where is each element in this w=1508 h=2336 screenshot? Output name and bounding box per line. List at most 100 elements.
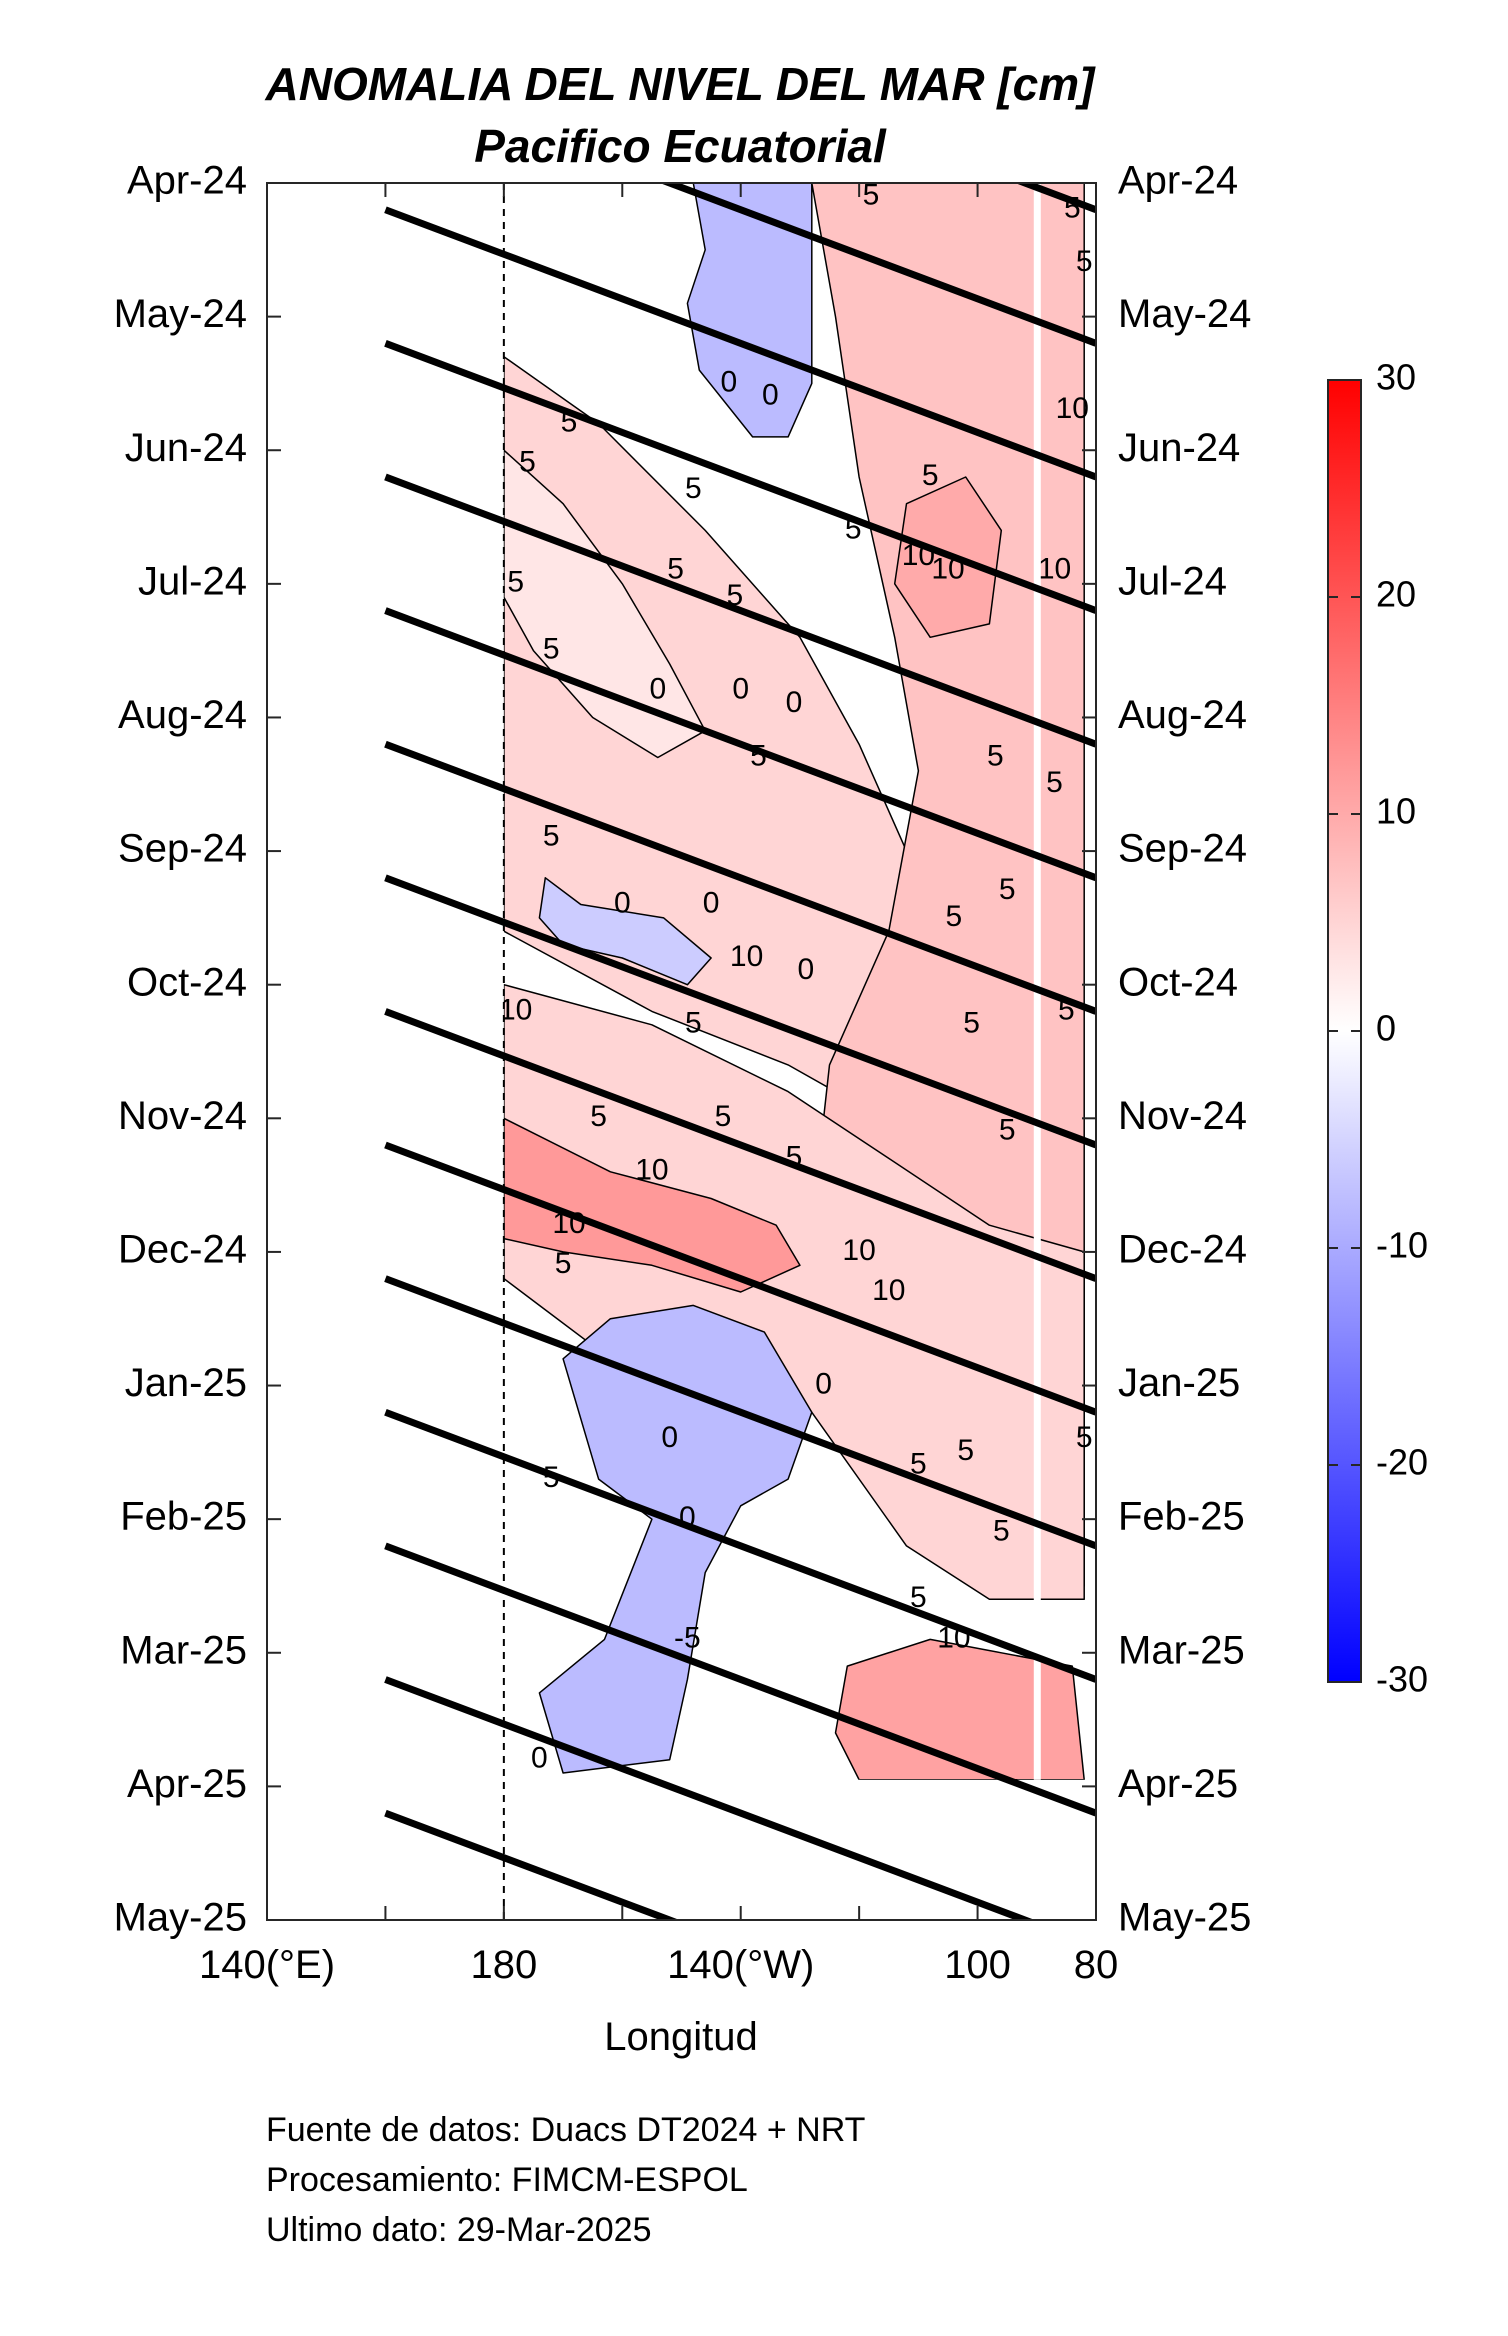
y-tick-label-left: Jul-24 bbox=[138, 559, 247, 603]
y-tick-label-left: Nov-24 bbox=[118, 1094, 247, 1138]
footer-source: Fuente de datos: Duacs DT2024 + NRT bbox=[266, 2111, 866, 2149]
colorbar: 30 20 10 0 -10 -20 -30 bbox=[1327, 357, 1428, 1700]
y-tick-label-right: Oct-24 bbox=[1118, 960, 1238, 1004]
anomaly-region-6 bbox=[503, 983, 1085, 1601]
y-tick-label-right: Aug-24 bbox=[1118, 693, 1247, 737]
propagation-line-6 bbox=[384, 607, 1096, 882]
contour-label-24: 5 bbox=[1046, 766, 1063, 799]
contour-label-45: 0 bbox=[815, 1367, 832, 1400]
propagation-line-11 bbox=[384, 1275, 1096, 1550]
y-tick-label-left: Apr-25 bbox=[127, 1762, 247, 1806]
colorbar-tick-label: 10 bbox=[1376, 791, 1416, 832]
y-tick-label-left: Oct-24 bbox=[127, 960, 247, 1004]
contour-label-31: 5 bbox=[946, 900, 963, 933]
contour-label-3: 5 bbox=[1076, 245, 1093, 278]
y-tick-label-left: Apr-24 bbox=[127, 159, 247, 203]
contour-label-44: 10 bbox=[872, 1274, 905, 1307]
anomaly-region-7 bbox=[503, 1117, 801, 1293]
anomaly-region-5 bbox=[538, 877, 712, 986]
x-axis-label: Longitud bbox=[604, 2015, 757, 2059]
anomaly-region-9 bbox=[538, 1304, 813, 1774]
y-axis-left: Apr-24 May-24 Jun-24 Jul-24 Aug-24 Sep-24 Oct-… bbox=[114, 159, 281, 1940]
colorbar-tick-label: -30 bbox=[1376, 1659, 1428, 1700]
contour-label-49: 5 bbox=[1076, 1421, 1093, 1454]
chart-title: ANOMALIA DEL NIVEL DEL MAR [cm] bbox=[265, 58, 1097, 110]
contour-label-34: 5 bbox=[963, 1007, 980, 1040]
y-tick-label-left: Aug-24 bbox=[118, 693, 247, 737]
propagation-line-14 bbox=[384, 1676, 1035, 1920]
colorbar-tick-label: 20 bbox=[1376, 574, 1416, 615]
contour-label-8: 5 bbox=[519, 446, 536, 479]
propagation-line-8 bbox=[384, 874, 1096, 1149]
contour-label-33: 5 bbox=[685, 1007, 702, 1040]
plot-frame bbox=[266, 182, 1097, 1921]
colorbar-tick-label: 0 bbox=[1376, 1008, 1396, 1049]
anomaly-region-10 bbox=[834, 1638, 1085, 1780]
contour-label-9: 5 bbox=[685, 472, 702, 505]
y-tick-label-right: Dec-24 bbox=[1118, 1227, 1247, 1271]
y-tick-label-left: Mar-25 bbox=[120, 1628, 247, 1672]
contour-label-19: 0 bbox=[649, 673, 666, 706]
y-tick-label-right: Jan-25 bbox=[1118, 1361, 1240, 1405]
x-tick-label: 80 bbox=[1074, 1943, 1119, 1987]
missing-data-strip bbox=[1033, 183, 1041, 1780]
y-tick-label-right: Jun-24 bbox=[1118, 426, 1240, 470]
y-axis-right: Apr-24 May-24 Jun-24 Jul-24 Aug-24 Sep-24 Oct-… bbox=[1082, 159, 1251, 1940]
contour-label-39: 5 bbox=[999, 1114, 1016, 1147]
contour-label-43: 5 bbox=[555, 1247, 572, 1280]
y-tick-label-right: Sep-24 bbox=[1118, 827, 1247, 871]
y-tick-label-left: Jun-24 bbox=[125, 426, 247, 470]
propagation-line-15 bbox=[384, 1809, 680, 1920]
y-tick-label-left: Feb-25 bbox=[120, 1495, 247, 1539]
y-tick-label-right: May-25 bbox=[1118, 1896, 1251, 1940]
contour-label-14: 10 bbox=[1038, 552, 1071, 585]
propagation-line-3 bbox=[384, 206, 1096, 481]
anomaly-region-4 bbox=[503, 449, 706, 759]
propagation-line-4 bbox=[384, 340, 1096, 614]
contour-label-28: 10 bbox=[730, 940, 763, 973]
contour-label-26: 0 bbox=[614, 886, 631, 919]
x-tick-label: 100 bbox=[944, 1943, 1011, 1987]
contour-label-6: 10 bbox=[1056, 392, 1089, 425]
contour-label-32: 10 bbox=[499, 993, 532, 1026]
kelvin-wave-lines bbox=[384, 183, 1096, 1920]
contour-label-4: 0 bbox=[721, 365, 738, 398]
propagation-line-10 bbox=[384, 1141, 1096, 1416]
y-tick-label-right: Feb-25 bbox=[1118, 1495, 1245, 1539]
contour-label-27: 0 bbox=[703, 886, 720, 919]
contour-label-29: 0 bbox=[798, 953, 815, 986]
contour-label-1: 5 bbox=[863, 178, 880, 211]
x-tick-label: 140(°E) bbox=[199, 1943, 335, 1987]
y-tick-label-left: Jan-25 bbox=[125, 1361, 247, 1405]
contour-label-48: 5 bbox=[957, 1434, 974, 1467]
chart-subtitle: Pacifico Ecuatorial bbox=[474, 120, 887, 172]
colorbar-tick-label: 30 bbox=[1376, 357, 1416, 398]
y-tick-label-right: Apr-25 bbox=[1118, 1762, 1238, 1806]
contour-label-52: 5 bbox=[993, 1514, 1010, 1547]
contour-label-18: 5 bbox=[543, 633, 560, 666]
contour-label-46: 0 bbox=[661, 1421, 678, 1454]
propagation-line-13 bbox=[384, 1542, 1096, 1817]
footer-last-date: Ultimo dato: 29-Mar-2025 bbox=[266, 2211, 652, 2249]
y-tick-label-left: May-24 bbox=[114, 292, 247, 336]
propagation-line-2 bbox=[659, 183, 1096, 347]
contour-label-47: 5 bbox=[910, 1448, 927, 1481]
contour-label-15: 5 bbox=[667, 552, 684, 585]
contour-label-42: 10 bbox=[842, 1234, 875, 1267]
x-axis: 140(°E) 180 140(°W) 100 80 bbox=[199, 183, 1118, 1987]
data-source-footer: Fuente de datos: Duacs DT2024 + NRT Proc… bbox=[266, 2105, 865, 2255]
propagation-line-5 bbox=[384, 473, 1096, 748]
contour-label-21: 0 bbox=[786, 686, 803, 719]
y-tick-label-right: Apr-24 bbox=[1118, 159, 1238, 203]
contour-label-55: -5 bbox=[674, 1621, 701, 1654]
y-tick-label-left: Sep-24 bbox=[118, 827, 247, 871]
contour-label-37: 5 bbox=[715, 1100, 732, 1133]
colorbar-ticks: 30 20 10 0 -10 -20 -30 bbox=[1328, 357, 1428, 1700]
y-tick-label-left: Dec-24 bbox=[118, 1227, 247, 1271]
contour-label-25: 5 bbox=[543, 820, 560, 853]
colorbar-tick-label: -20 bbox=[1376, 1442, 1428, 1483]
contour-label-5: 0 bbox=[762, 379, 779, 412]
propagation-line-9 bbox=[384, 1008, 1096, 1282]
